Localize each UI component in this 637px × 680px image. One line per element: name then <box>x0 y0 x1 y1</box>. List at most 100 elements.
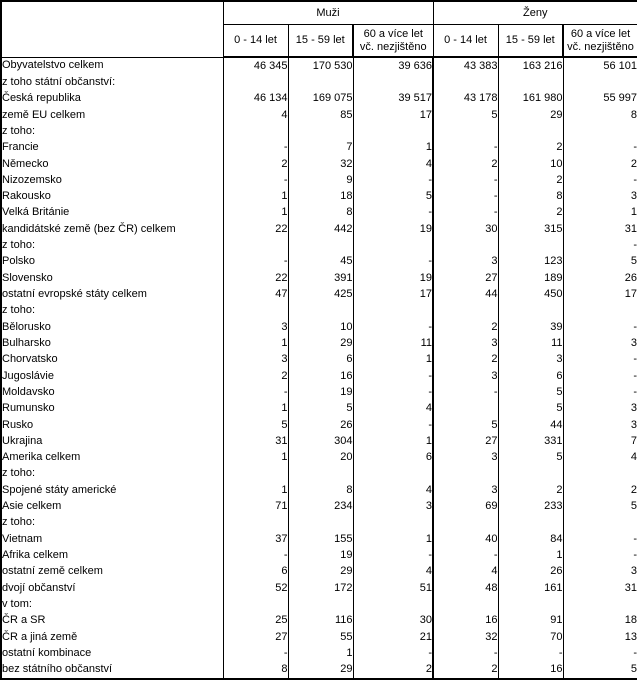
table-row: Obyvatelstvo celkem 46 345 170 530 39 636 43… <box>1 57 637 75</box>
cell-value: 172 <box>288 580 354 597</box>
cell-value: 44 <box>433 286 499 303</box>
row-label: bez státního občanství <box>1 661 224 679</box>
cell-value: 2 <box>433 661 499 679</box>
cell-value: 19 <box>353 270 434 287</box>
cell-value: 32 <box>433 628 499 646</box>
row-label: ostatní země celkem <box>1 563 224 581</box>
cell-value <box>433 514 499 532</box>
cell-value: 450 <box>498 286 564 303</box>
cell-value: - <box>223 547 289 564</box>
cell-value: 27 <box>433 433 499 450</box>
cell-value: 3 <box>630 402 637 415</box>
cell-value: 2 <box>498 204 564 222</box>
cell-value: 2 <box>630 483 637 496</box>
table-row: ostatní evropské státy celkem 47 425 17 44 45… <box>1 286 637 303</box>
table-row: Německo 2 32 4 2 10 2 <box>1 155 637 173</box>
cell-value: - <box>633 549 637 562</box>
cell-value: 3 <box>353 498 434 515</box>
cell-value: 1 <box>353 351 434 368</box>
cell-value: 19 <box>353 221 434 238</box>
table-row: bez státního občanství 8 29 2 2 16 5 <box>1 661 637 679</box>
row-label: Ukrajina <box>1 433 224 450</box>
table-row: Slovensko 22 391 19 27 189 26 <box>1 270 637 287</box>
cell-value <box>288 237 354 254</box>
cell-value: 46 345 <box>223 57 289 75</box>
cell-value: 4 <box>630 451 637 464</box>
row-label: Amerika celkem <box>1 449 224 466</box>
cell-value: 26 <box>288 416 354 434</box>
table-row: z toho: <box>1 514 637 532</box>
row-label: z toho: <box>1 123 224 140</box>
cell-value: 8 <box>498 188 564 205</box>
row-label: ostatní kombinace <box>1 645 224 662</box>
cell-value: 26 <box>498 563 564 581</box>
cell-value: 31 <box>624 222 637 235</box>
row-label: Jugoslávie <box>1 367 224 385</box>
cell-value: 8 <box>223 661 289 679</box>
cell-value: 3 <box>630 565 637 578</box>
table-row: z toho: <box>1 302 637 320</box>
cell-value: 45 <box>288 253 354 271</box>
cell-value <box>223 74 289 91</box>
cell-value <box>223 302 289 320</box>
cell-value: 4 <box>353 155 434 173</box>
cell-value <box>433 302 499 320</box>
cell-value: 6 <box>498 367 564 385</box>
cell-value: 16 <box>433 612 499 629</box>
cell-value: - <box>633 239 637 252</box>
cell-value: 1 <box>223 449 289 466</box>
table-row: Rumunsko 1 5 4 5 3 <box>1 400 637 417</box>
cell-value: 8 <box>288 204 354 222</box>
cell-value: - <box>633 369 637 382</box>
cell-value: 1 <box>223 482 289 499</box>
cell-value: 31 <box>624 581 637 594</box>
cell-value: 26 <box>624 271 637 284</box>
row-label: kandidátské země (bez ČR) celkem <box>1 221 224 238</box>
row-label: Česká republika <box>1 90 224 107</box>
cell-value: 16 <box>288 367 354 385</box>
cell-value: 1 <box>353 531 434 548</box>
cell-value: 84 <box>498 531 564 548</box>
row-label: Nizozemsko <box>1 172 224 189</box>
table-row: ostatní kombinace -1- - - - <box>1 645 637 662</box>
row-label: Bulharsko <box>1 335 224 352</box>
table-row: Bulharsko 1 29 11 3 11 3 <box>1 335 637 352</box>
cell-value: 40 <box>433 531 499 548</box>
cell-value: - <box>633 173 637 186</box>
cell-value <box>353 514 434 532</box>
cell-value: - <box>353 367 434 385</box>
cell-value: - <box>633 646 637 659</box>
cell-value: - <box>633 353 637 366</box>
table-row: Ukrajina 31 304 1 27 331 7 <box>1 433 637 450</box>
corner-header-cell <box>1 1 224 58</box>
table-row: Spojené státy americké 1 8 4 3 2 2 <box>1 482 637 499</box>
table-row: Rakousko 1 18 5-8 3 <box>1 188 637 205</box>
row-label: dvojí občanství <box>1 580 224 597</box>
cell-value <box>433 74 499 91</box>
cell-value: - <box>433 384 499 401</box>
cell-value: 29 <box>288 661 354 679</box>
cell-value: 3 <box>223 351 289 368</box>
cell-value: 10 <box>498 155 564 173</box>
table-row: Asie celkem 71 234 3 69 233 5 <box>1 498 637 515</box>
cell-value: 6 <box>353 449 434 466</box>
table-row: Velká Británie 1 8- -2 1 <box>1 204 637 222</box>
cell-value: 55 <box>288 628 354 646</box>
row-label: Rusko <box>1 416 224 434</box>
cell-value: 3 <box>223 319 289 336</box>
cell-value <box>498 465 564 483</box>
cell-value: 315 <box>498 221 564 238</box>
row-label: Spojené státy americké <box>1 482 224 499</box>
cell-value: 13 <box>624 630 637 643</box>
cell-value: 5 <box>433 106 499 124</box>
row-label: Rakousko <box>1 188 224 205</box>
cell-value: 17 <box>353 286 434 303</box>
row-label: Afrika celkem <box>1 547 224 564</box>
cell-value <box>498 123 564 140</box>
table-row: Francie -7 1-2- <box>1 139 637 156</box>
row-label: Chorvatsko <box>1 351 224 368</box>
cell-value <box>433 123 499 140</box>
cell-value: 37 <box>223 531 289 548</box>
table-row: ČR a SR 25 116 30 16 91 18 <box>1 612 637 629</box>
